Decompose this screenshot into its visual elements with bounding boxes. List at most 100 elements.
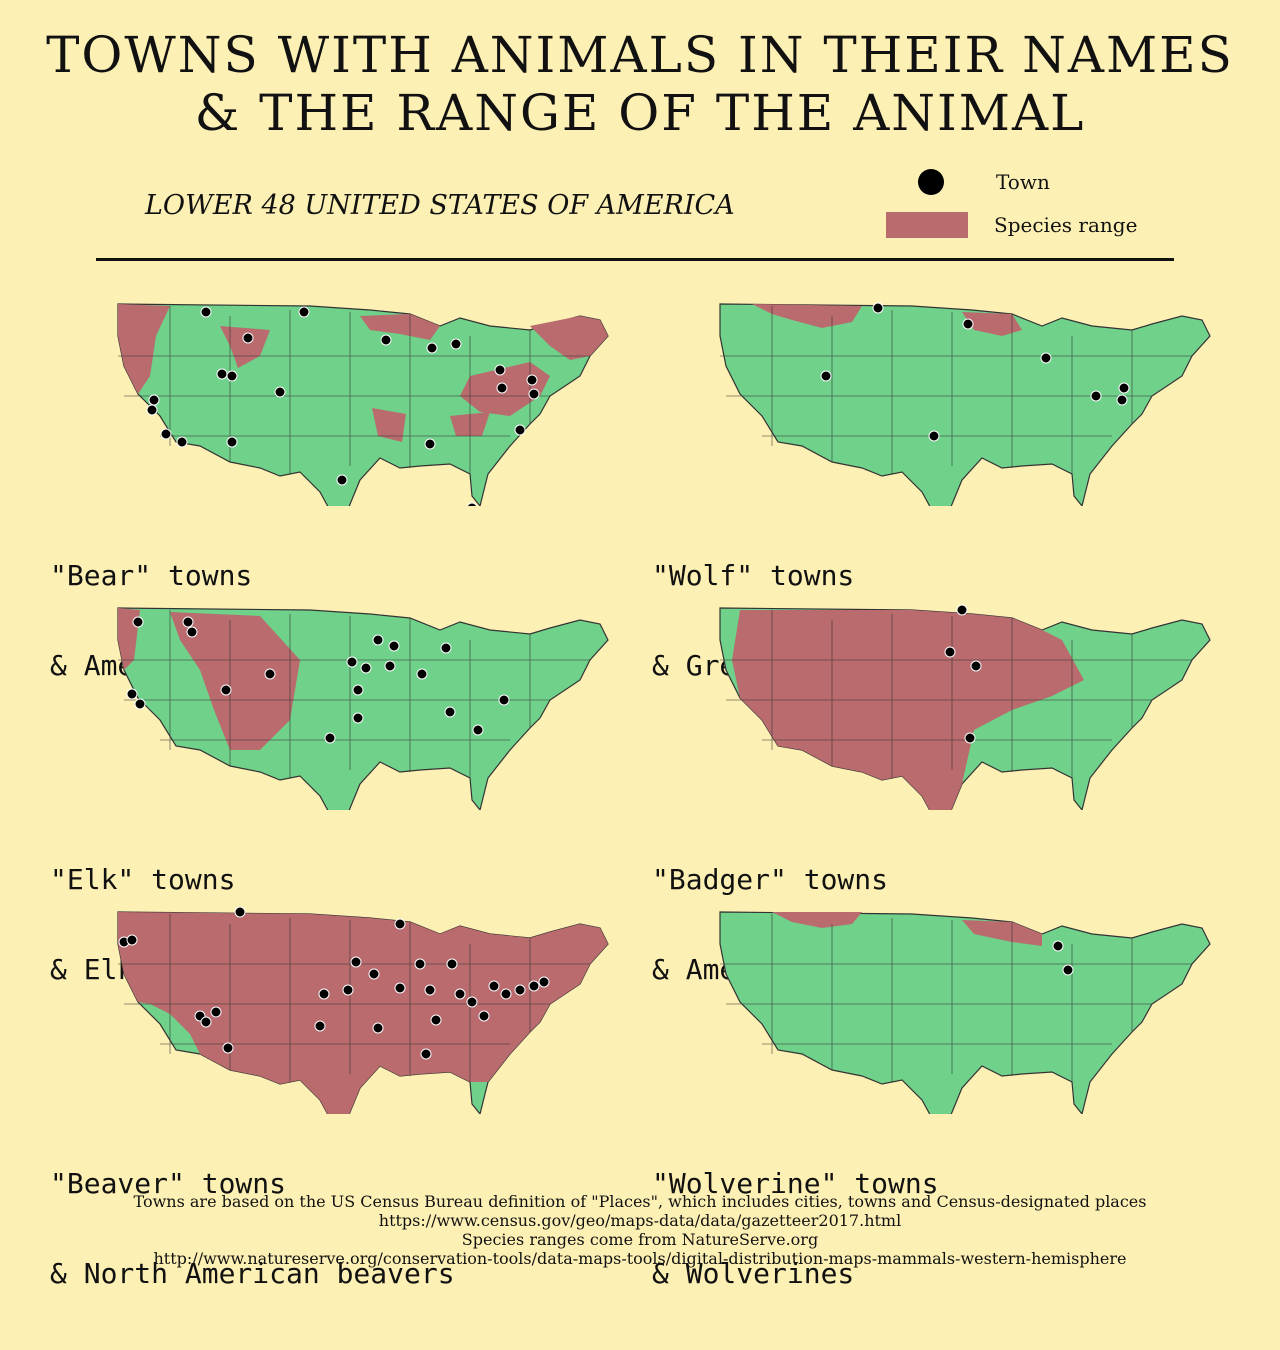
town-marker <box>394 918 406 930</box>
panel-elk: "Elk" towns & Elk <box>50 600 630 985</box>
land-area <box>117 303 609 506</box>
legend-range-label: Species range <box>994 213 1138 237</box>
town-marker <box>222 1042 234 1054</box>
town-marker <box>220 684 232 696</box>
town-marker <box>350 956 362 968</box>
wolf-range-map <box>719 302 1211 506</box>
town-marker <box>352 712 364 724</box>
wolverine-range-map <box>719 911 1211 1114</box>
town-marker <box>446 958 458 970</box>
town-marker <box>160 428 172 440</box>
town-marker <box>226 370 238 382</box>
town-marker <box>1040 352 1052 364</box>
state-borders <box>720 306 1192 474</box>
range-swatch-icon <box>886 212 968 238</box>
town-marker <box>318 988 330 1000</box>
town-marker <box>216 368 228 380</box>
source-line-1: Towns are based on the US Census Bureau … <box>133 1192 1147 1211</box>
town-marker <box>478 1010 490 1022</box>
town-marker <box>514 984 526 996</box>
species-range-area <box>962 312 1022 336</box>
town-marker <box>352 684 364 696</box>
town-marker <box>426 342 438 354</box>
species-range-area <box>220 326 270 368</box>
town-marker <box>430 1014 442 1026</box>
species-range-area <box>118 304 170 394</box>
town-marker <box>528 980 540 992</box>
town-marker <box>528 388 540 400</box>
town-marker <box>360 662 372 674</box>
town-marker <box>336 474 348 486</box>
town-marker <box>388 640 400 652</box>
source-notes: Towns are based on the US Census Bureau … <box>0 1192 1280 1268</box>
map-subtitle: LOWER 48 UNITED STATES OF AMERICA <box>145 190 735 221</box>
town-marker <box>440 642 452 654</box>
town-marker <box>226 436 238 448</box>
town-marker <box>872 302 884 314</box>
badger-range-map <box>719 604 1211 810</box>
header-divider <box>96 258 1174 261</box>
caption-line-1: "Wolverine" towns <box>652 1167 939 1200</box>
town-marker <box>126 688 138 700</box>
town-marker <box>242 332 254 344</box>
land-area <box>719 303 1211 506</box>
town-marker <box>394 982 406 994</box>
town-marker <box>182 616 194 628</box>
town-marker <box>298 306 310 318</box>
panel-badger: "Badger" towns & American badgers <box>652 600 1232 985</box>
legend-town: Town <box>880 169 1050 195</box>
town-marker <box>324 732 336 744</box>
town-marker <box>234 906 246 918</box>
town-marker <box>134 698 146 710</box>
town-marker <box>126 934 138 946</box>
town-marker <box>820 370 832 382</box>
town-marker <box>424 438 436 450</box>
town-marker <box>148 394 160 406</box>
town-marker <box>210 1006 222 1018</box>
town-marker <box>494 364 506 376</box>
town-marker <box>372 1022 384 1034</box>
panel-wolf: "Wolf" towns & Grey wolves <box>652 296 1232 681</box>
species-range-area <box>530 316 608 360</box>
panel-beaver: "Beaver" towns & North American beavers <box>50 904 630 1289</box>
bear-range-map <box>117 303 609 506</box>
title-line-1: TOWNS WITH ANIMALS IN THEIR NAMES <box>46 26 1234 84</box>
town-marker <box>420 1048 432 1060</box>
town-marker <box>274 386 286 398</box>
town-marker <box>466 996 478 1008</box>
town-marker <box>186 626 198 638</box>
town-marker <box>944 646 956 658</box>
town-marker <box>450 338 462 350</box>
town-marker <box>1116 394 1128 406</box>
town-marker <box>314 1020 326 1032</box>
town-marker <box>526 374 538 386</box>
species-range-area <box>170 612 300 750</box>
town-dot-icon <box>918 169 944 195</box>
town-marker <box>200 306 212 318</box>
state-borders <box>720 914 1192 1082</box>
town-marker <box>414 958 426 970</box>
species-range-area <box>360 314 440 340</box>
caption-line-1: "Bear" towns <box>50 559 253 592</box>
panel-bear: "Bear" towns & American black bears <box>50 296 630 681</box>
town-marker <box>472 724 484 736</box>
town-marker <box>1118 382 1130 394</box>
town-marker <box>454 988 466 1000</box>
caption-line-1: "Elk" towns <box>50 863 236 896</box>
town-marker <box>1052 940 1064 952</box>
elk-range-map <box>117 607 609 810</box>
panel-wolverine: "Wolverine" towns & Wolverines <box>652 904 1232 1289</box>
town-marker <box>514 424 526 436</box>
town-marker <box>416 668 428 680</box>
legend-town-label: Town <box>996 170 1050 194</box>
species-range-area <box>752 304 862 328</box>
town-marker <box>496 382 508 394</box>
town-marker <box>368 968 380 980</box>
town-marker <box>488 980 500 992</box>
caption-line-1: "Wolf" towns <box>652 559 855 592</box>
town-marker <box>176 436 188 448</box>
source-url-census: https://www.census.gov/geo/maps-data/dat… <box>378 1211 902 1230</box>
town-marker <box>964 732 976 744</box>
town-marker <box>146 404 158 416</box>
town-marker <box>132 616 144 628</box>
